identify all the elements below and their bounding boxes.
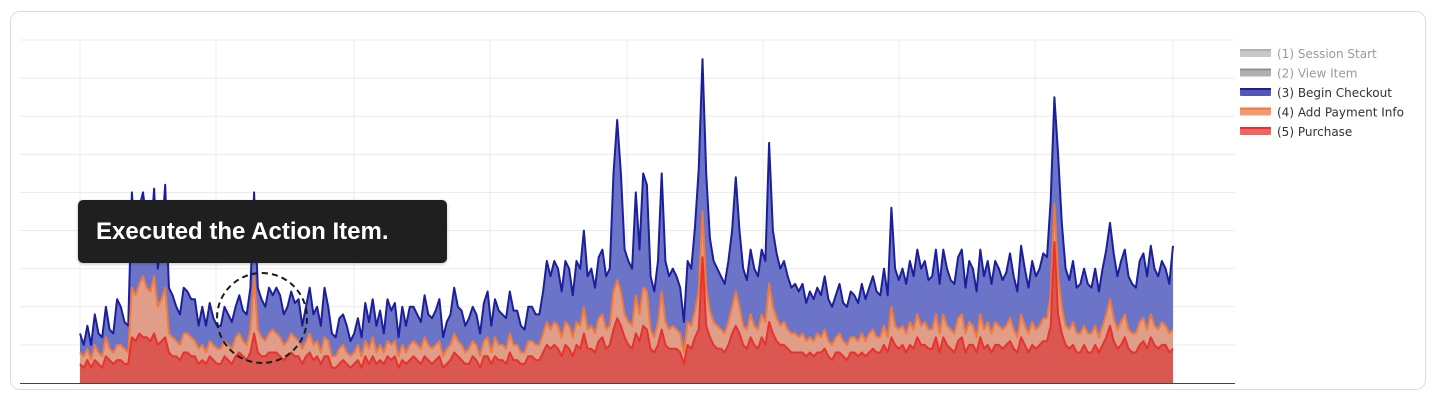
legend-item[interactable]: (4) Add Payment Info: [1240, 106, 1404, 120]
legend-swatch: [1240, 50, 1271, 57]
area-begin-checkout: [80, 59, 1173, 383]
legend-swatch: [1240, 69, 1271, 77]
legend-swatch: [1240, 128, 1271, 135]
toast-notification: Executed the Action Item.: [78, 200, 447, 263]
legend-item[interactable]: (5) Purchase: [1240, 125, 1352, 139]
legend-item[interactable]: (3) Begin Checkout: [1240, 86, 1392, 100]
legend-label: (1) Session Start: [1277, 47, 1377, 61]
legend[interactable]: (1) Session Start (2) View Item (3) Begin …: [1240, 47, 1404, 139]
legend-label: (5) Purchase: [1277, 125, 1352, 139]
legend-label: (3) Begin Checkout: [1277, 86, 1392, 100]
legend-label: (4) Add Payment Info: [1277, 106, 1404, 120]
legend-swatch: [1240, 89, 1271, 96]
area-add-payment-info: [80, 203, 1173, 383]
toast-message: Executed the Action Item.: [96, 217, 389, 245]
legend-item[interactable]: (2) View Item: [1240, 67, 1357, 81]
legend-label: (2) View Item: [1277, 67, 1357, 81]
legend-item[interactable]: (1) Session Start: [1240, 47, 1377, 61]
focus-ring-indicator: [216, 272, 308, 364]
legend-swatch: [1240, 108, 1271, 116]
